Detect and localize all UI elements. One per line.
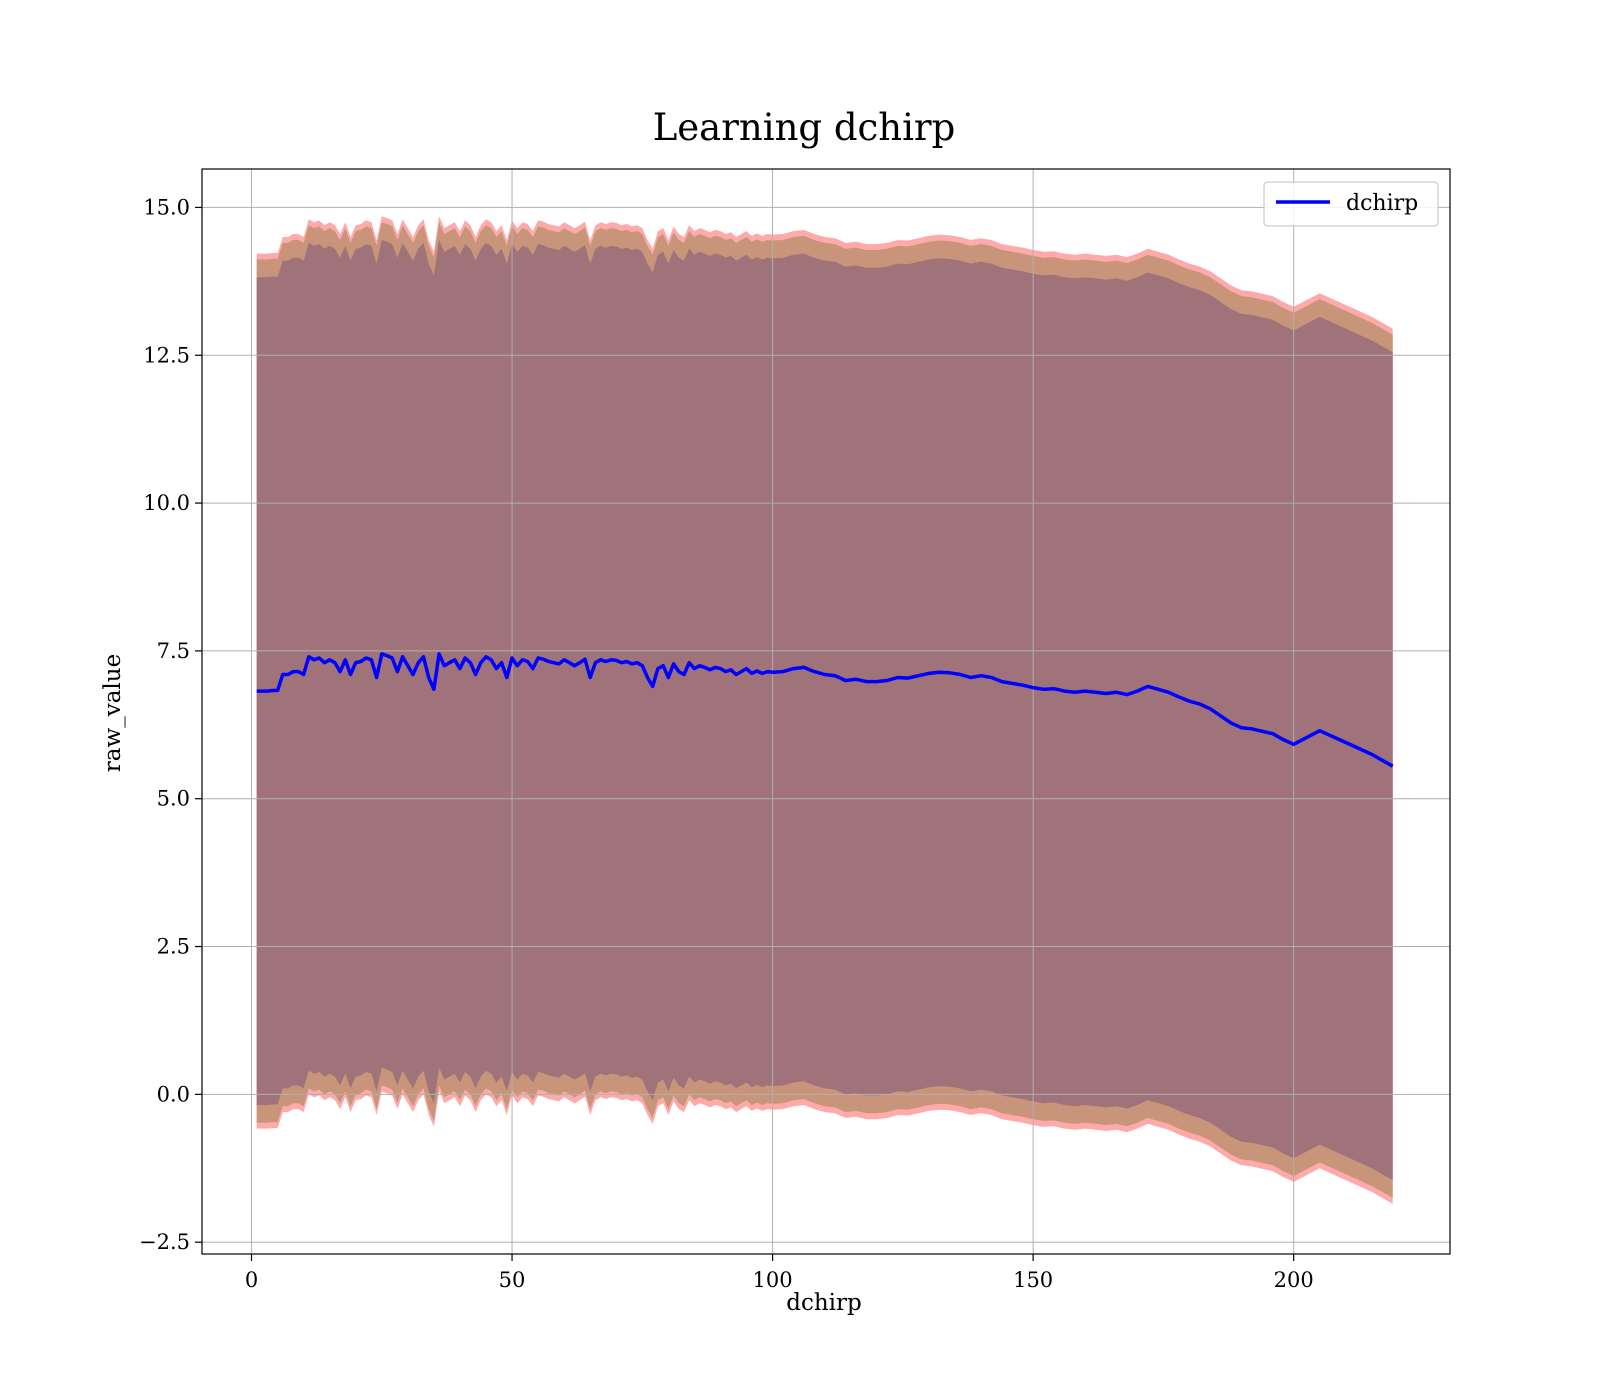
x-tick-label: 100 [753, 1268, 793, 1292]
plot-area: 0 50 100 150 200 −2.5 0.0 2.5 5.0 7.5 10.0 12.5 15.0… [139, 168, 1451, 1292]
y-tick-label: −2.5 [139, 1230, 190, 1254]
legend: dchirp [1263, 181, 1439, 227]
x-axis-label: dchirp [786, 1290, 862, 1316]
legend-box [1263, 181, 1439, 227]
x-tick-label: 200 [1274, 1268, 1314, 1292]
y-axis-label: raw_value [100, 654, 126, 772]
legend-label-dchirp: dchirp [1346, 191, 1418, 216]
chart-title: Learning dchirp [653, 106, 956, 149]
series-line-dchirp [256, 652, 1394, 768]
y-tick-label: 10.0 [143, 491, 190, 515]
x-tick-label: 50 [499, 1268, 526, 1292]
x-tick-label: 150 [1013, 1268, 1053, 1292]
y-tick-label: 5.0 [157, 787, 190, 811]
y-tick-label: 0.0 [157, 1082, 190, 1106]
y-tick-label: 12.5 [143, 343, 190, 367]
band-inner [256, 240, 1393, 1181]
plot-frame [201, 168, 1451, 1255]
x-tick-label: 0 [245, 1268, 258, 1292]
y-tick-label: 15.0 [143, 195, 190, 219]
y-tick-label: 2.5 [157, 935, 190, 959]
y-tick-label: 7.5 [157, 639, 190, 663]
